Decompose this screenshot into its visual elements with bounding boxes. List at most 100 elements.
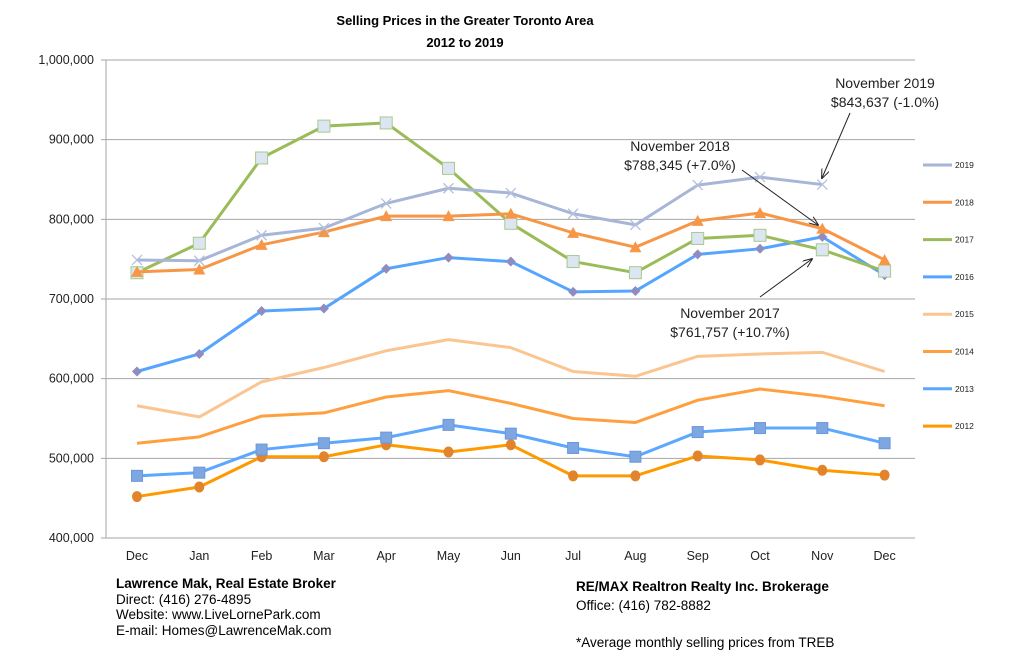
legend-item-2015: 2015 <box>923 309 974 319</box>
x-marker <box>193 255 205 267</box>
triangle-marker <box>691 214 704 226</box>
brokerage-name: RE/MAX Realtron Realty Inc. Brokerage <box>576 579 829 594</box>
legend-label: 2014 <box>955 347 974 357</box>
legend-item-2012: 2012 <box>923 421 974 431</box>
circle-marker <box>817 464 828 476</box>
series-2013 <box>131 418 891 482</box>
circle-marker <box>318 451 329 463</box>
diamond-marker <box>194 348 205 359</box>
triangle-marker <box>380 210 393 222</box>
x-marker <box>505 187 517 199</box>
series-2012 <box>132 439 890 503</box>
x-tick-label: Oct <box>750 549 770 563</box>
y-tick-label: 600,000 <box>49 372 94 386</box>
x-marker <box>567 208 579 220</box>
broker-name: Lawrence Mak, Real Estate Broker <box>116 576 336 591</box>
square-marker <box>192 236 206 250</box>
y-tick-label: 500,000 <box>49 451 94 465</box>
legend-label: 2013 <box>955 384 974 394</box>
triangle-marker <box>193 263 206 275</box>
diamond-marker <box>568 286 579 297</box>
circle-marker <box>630 470 641 482</box>
diamond-marker <box>256 305 267 316</box>
square-marker <box>754 422 766 435</box>
x-tick-label: Nov <box>811 549 834 563</box>
square-marker <box>504 427 517 440</box>
circle-marker <box>443 446 454 458</box>
annotation-1: November 2018 $788,345 (+7.0%) <box>624 138 818 225</box>
square-marker <box>193 466 206 479</box>
square-marker <box>691 231 705 245</box>
legend-item-2016: 2016 <box>923 272 974 282</box>
x-tick-label: Aug <box>624 549 646 563</box>
triangle-marker <box>442 210 455 222</box>
circle-marker <box>692 450 703 462</box>
diamond-marker <box>443 252 454 263</box>
square-marker <box>317 437 330 450</box>
chart-subtitle: 2012 to 2019 <box>426 35 503 50</box>
square-marker <box>131 469 143 482</box>
x-marker <box>443 182 454 194</box>
square-marker <box>628 266 642 280</box>
triangle-marker <box>878 253 891 265</box>
broker-email[interactable]: E-mail: Homes@LawrenceMak.com <box>116 622 332 638</box>
triangle-marker <box>131 265 143 277</box>
annotation-arrow <box>822 112 851 178</box>
triangle-marker <box>504 207 517 219</box>
y-tick-label: 400,000 <box>49 531 94 545</box>
triangle-marker <box>629 241 642 253</box>
series-line <box>136 387 885 445</box>
legend-label: 2015 <box>955 309 974 319</box>
x-tick-label: Jul <box>565 549 581 563</box>
x-tick-label: Mar <box>313 549 335 563</box>
circle-marker <box>194 481 205 493</box>
legend-item-2019: 2019 <box>923 160 974 170</box>
square-marker <box>567 441 580 454</box>
diamond-marker <box>755 243 765 254</box>
series-2014 <box>136 387 885 445</box>
brokerage-office: Office: (416) 782-8882 <box>576 597 711 613</box>
legend-item-2017: 2017 <box>923 235 974 245</box>
legend-item-2013: 2013 <box>923 384 974 394</box>
circle-marker <box>132 491 142 503</box>
x-tick-label: Dec <box>126 549 148 563</box>
brokerage-info: RE/MAX Realtron Realty Inc. Brokerage Of… <box>576 579 834 651</box>
series-2018 <box>131 206 891 277</box>
square-marker <box>380 431 393 444</box>
legend-label: 2016 <box>955 272 974 282</box>
broker-info: Lawrence Mak, Real Estate Broker Direct:… <box>116 576 336 638</box>
annotation-arrow <box>759 259 812 298</box>
square-marker <box>317 119 331 133</box>
annotation-title: November 2018 <box>630 138 730 154</box>
square-marker <box>255 151 269 165</box>
square-marker <box>566 255 580 269</box>
diamond-marker <box>505 256 516 267</box>
diamond-marker <box>132 366 142 377</box>
series-line <box>136 443 885 499</box>
square-marker <box>815 243 829 257</box>
square-marker <box>691 426 704 439</box>
square-marker <box>504 216 518 230</box>
x-marker <box>131 254 143 266</box>
triangle-marker <box>255 238 268 250</box>
annotation-title: November 2019 <box>835 75 935 91</box>
circle-marker <box>568 470 579 482</box>
diamond-marker <box>630 286 641 297</box>
series-2019 <box>131 171 828 267</box>
annotation-arrow <box>741 169 818 225</box>
y-tick-label: 700,000 <box>49 292 94 306</box>
x-marker <box>629 219 641 231</box>
square-marker <box>878 264 892 278</box>
broker-website[interactable]: Website: www.LiveLornePark.com <box>116 607 321 622</box>
diamond-marker <box>381 263 392 274</box>
legend-item-2018: 2018 <box>923 197 974 207</box>
triangle-marker <box>567 226 580 238</box>
x-marker <box>692 179 704 191</box>
x-tick-label: Sep <box>687 549 709 563</box>
square-marker <box>379 116 393 130</box>
diamond-marker <box>318 303 329 314</box>
legend-label: 2019 <box>955 160 974 170</box>
series-2015 <box>136 338 886 419</box>
broker-direct: Direct: (416) 276-4895 <box>116 591 252 607</box>
y-tick-label: 800,000 <box>49 212 94 226</box>
